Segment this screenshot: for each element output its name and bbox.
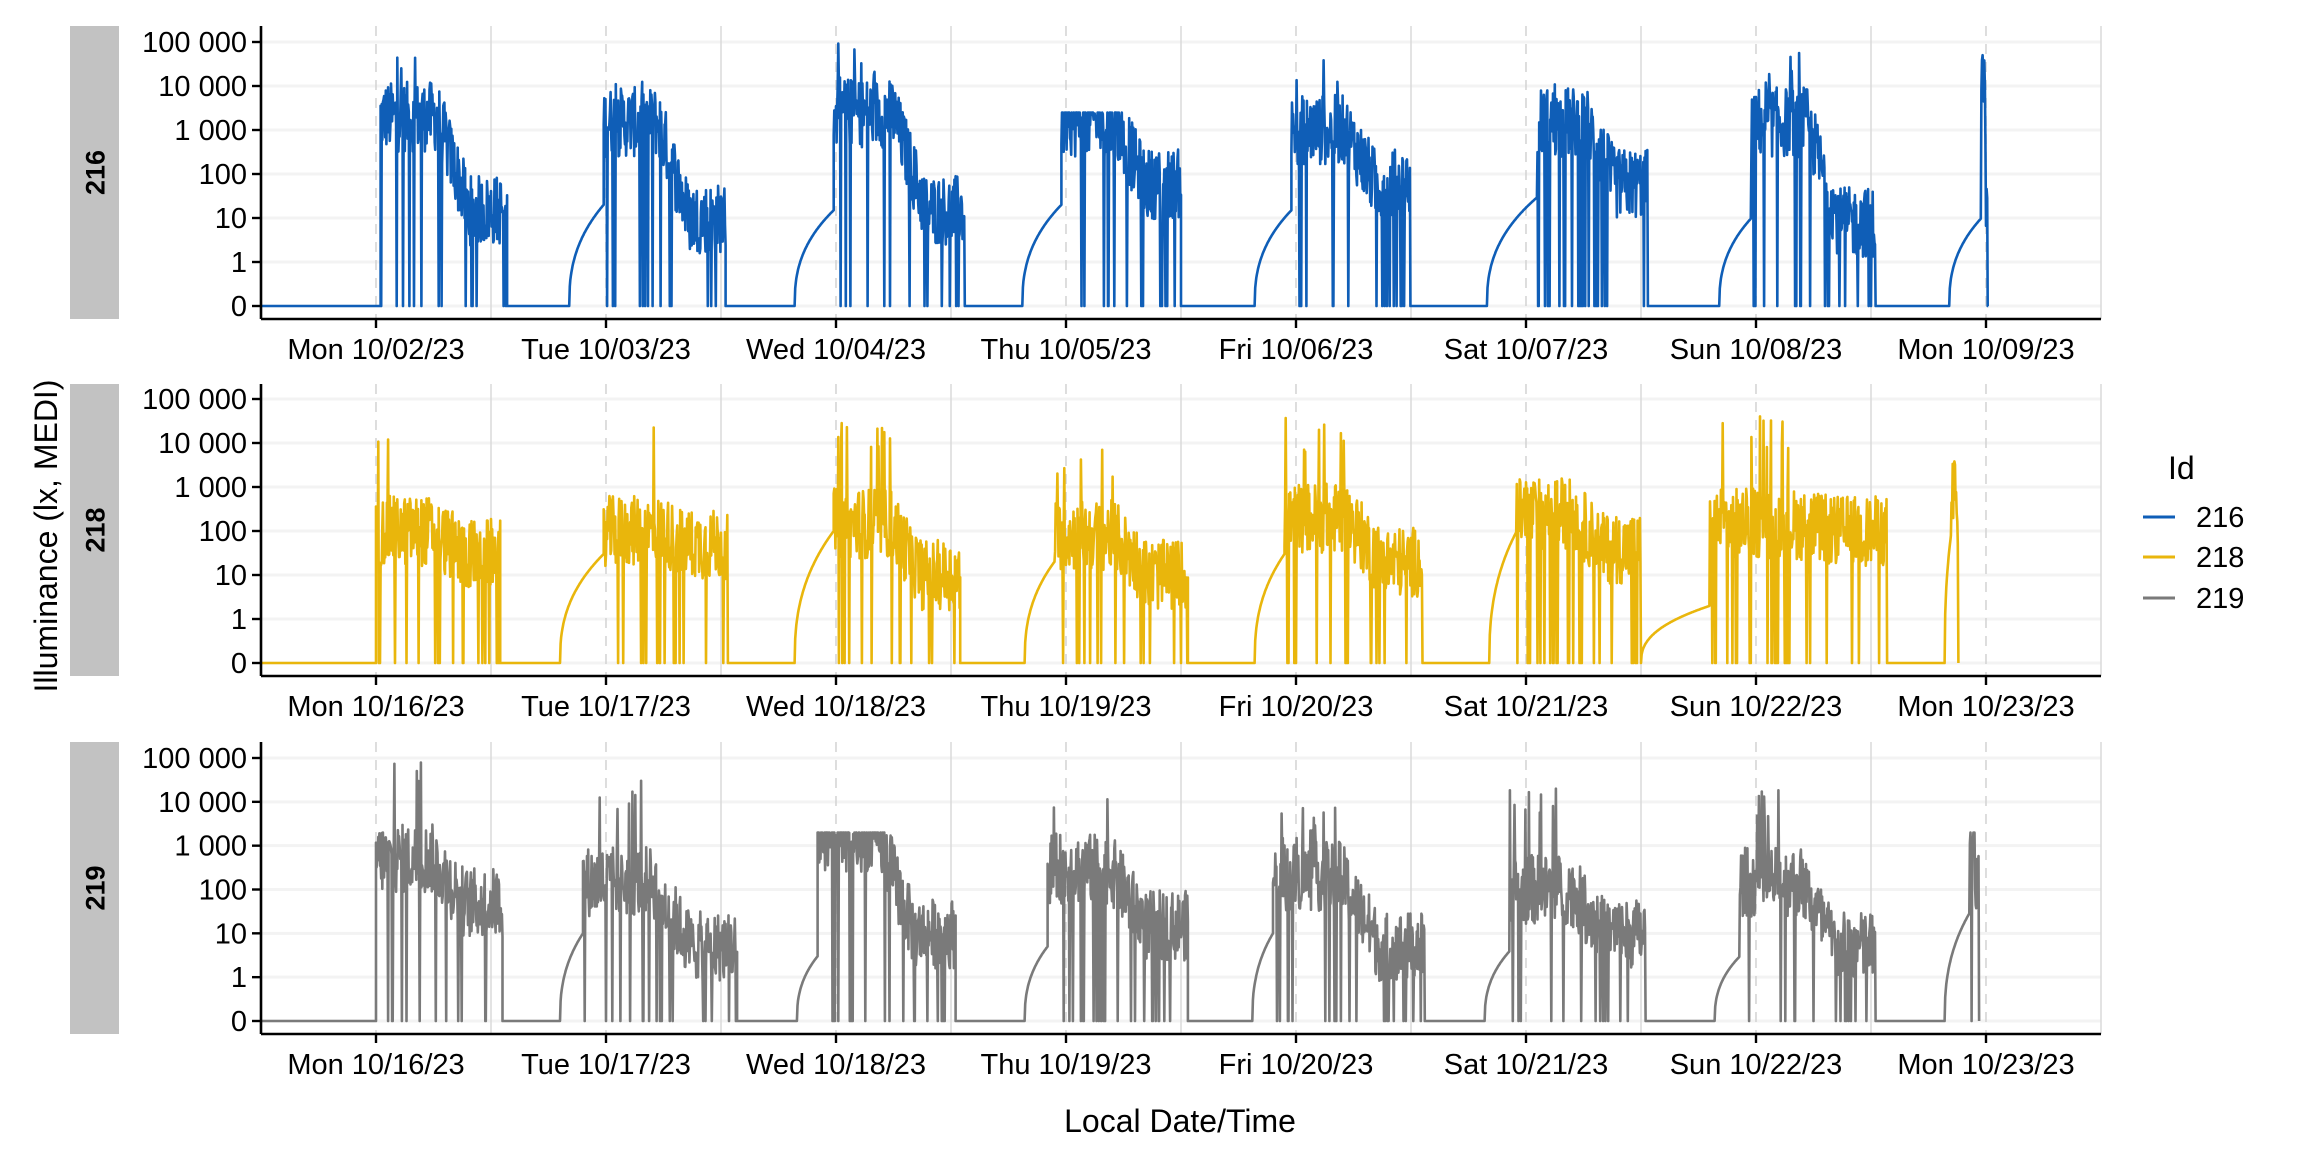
strip-background: [70, 742, 119, 1034]
x-tick-label: Mon 10/02/23: [287, 334, 464, 366]
x-tick-label: Mon 10/09/23: [1897, 334, 2074, 366]
y-tick-label: 1 000: [174, 115, 247, 147]
y-tick-label: 10: [215, 918, 247, 950]
y-tick-label: 10 000: [158, 428, 247, 460]
y-axis-title: Illuminance (lx, MEDI): [28, 380, 64, 693]
legend: Id 216 218 219: [2143, 450, 2244, 615]
x-tick-label: Fri 10/20/23: [1219, 691, 1374, 723]
strip-label: 216: [81, 150, 111, 195]
y-tick-label: 10 000: [158, 787, 247, 819]
facet-panel-219: 219 0 1 10 100 1 000 10 000 100 000 Mon 10/16/23…: [70, 742, 2102, 1081]
y-tick-label: 100: [199, 516, 247, 548]
x-tick-label: Sat 10/21/23: [1444, 1049, 1608, 1081]
strip-background: [70, 384, 119, 676]
y-tick-label: 1: [231, 247, 247, 279]
y-tick-label: 1: [231, 962, 247, 994]
x-tick-label: Sat 10/07/23: [1444, 334, 1608, 366]
x-tick-label: Mon 10/16/23: [287, 1049, 464, 1081]
y-tick-label: 1 000: [174, 831, 247, 863]
x-tick-label: Thu 10/19/23: [981, 1049, 1152, 1081]
x-tick-label: Wed 10/04/23: [746, 334, 926, 366]
series-line-216: [261, 42, 1989, 308]
legend-item-218: 218: [2143, 542, 2244, 574]
y-tick-label: 100 000: [142, 384, 247, 416]
x-tick-label: Tue 10/17/23: [521, 691, 691, 723]
x-axis-title: Local Date/Time: [1064, 1103, 1296, 1139]
x-tick-label: Sun 10/22/23: [1670, 1049, 1843, 1081]
series-line-219: [261, 761, 1981, 1023]
x-tick-label: Thu 10/19/23: [981, 691, 1152, 723]
y-tick-label: 0: [231, 1006, 247, 1038]
y-tick-label: 1 000: [174, 472, 247, 504]
x-tick-label: Tue 10/17/23: [521, 1049, 691, 1081]
y-tick-label: 100 000: [142, 27, 247, 59]
strip-label: 219: [81, 865, 111, 910]
series-line-218: [261, 415, 1960, 665]
y-tick-label: 100: [199, 159, 247, 191]
legend-label: 218: [2196, 542, 2244, 574]
x-tick-label: Wed 10/18/23: [746, 1049, 926, 1081]
legend-label: 219: [2196, 583, 2244, 615]
y-tick-label: 100: [199, 875, 247, 907]
legend-item-216: 216: [2143, 502, 2244, 534]
strip-background: [70, 26, 119, 319]
y-tick-label: 10: [215, 560, 247, 592]
y-tick-label: 1: [231, 604, 247, 636]
y-tick-label: 100 000: [142, 743, 247, 775]
legend-title: Id: [2168, 450, 2195, 486]
x-tick-label: Tue 10/03/23: [521, 334, 691, 366]
x-tick-label: Mon 10/16/23: [287, 691, 464, 723]
strip-label: 218: [81, 507, 111, 552]
y-tick-label: 0: [231, 291, 247, 323]
facet-panel-216: 216 0 1 10 100 1 000 10 000 100 000 Mon 10/02/23…: [70, 26, 2102, 366]
facet-panel-218: 218 0 1 10 100 1 000 10 000 100 000 Mon 10/16/23…: [70, 384, 2102, 723]
x-tick-label: Sun 10/08/23: [1670, 334, 1843, 366]
x-tick-label: Wed 10/18/23: [746, 691, 926, 723]
y-tick-label: 10: [215, 203, 247, 235]
x-tick-label: Sat 10/21/23: [1444, 691, 1608, 723]
x-tick-label: Fri 10/06/23: [1219, 334, 1374, 366]
y-tick-label: 0: [231, 648, 247, 680]
y-tick-label: 10 000: [158, 71, 247, 103]
x-tick-label: Mon 10/23/23: [1897, 691, 2074, 723]
x-tick-label: Thu 10/05/23: [981, 334, 1152, 366]
x-tick-label: Fri 10/20/23: [1219, 1049, 1374, 1081]
legend-item-219: 219: [2143, 583, 2244, 615]
x-tick-label: Sun 10/22/23: [1670, 691, 1843, 723]
legend-label: 216: [2196, 502, 2244, 534]
x-tick-label: Mon 10/23/23: [1897, 1049, 2074, 1081]
